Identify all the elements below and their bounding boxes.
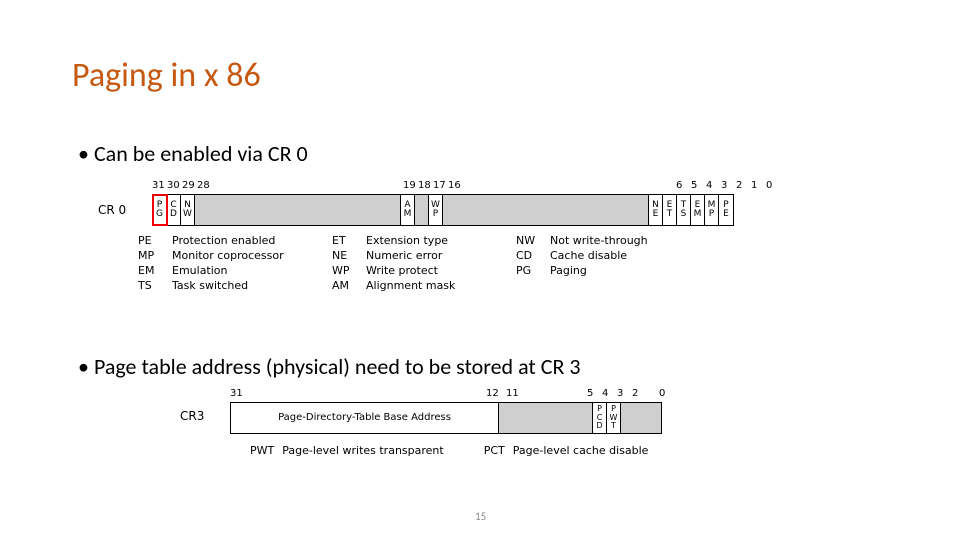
bit-number: 12 (486, 388, 499, 399)
cr0-bit-cell: PG (153, 195, 167, 225)
bit-number: 19 (403, 180, 416, 191)
legend-item: PG (516, 264, 550, 279)
legend-item: Paging (550, 264, 690, 279)
bit-number: 4 (602, 388, 608, 399)
bit-number: 6 (676, 180, 682, 191)
bit-number: 1 (751, 180, 757, 191)
bit-number: 5 (691, 180, 697, 191)
legend-item: Monitor coprocessor (172, 249, 322, 264)
bullet-cr3: Page table address (physical) need to be… (78, 353, 581, 380)
page-number: 15 (475, 510, 486, 523)
bit-number: 28 (197, 180, 210, 191)
cr0-bit-cell: TS (677, 195, 691, 225)
legend-item: PE (138, 234, 172, 249)
legend-item: NW (516, 234, 550, 249)
bit-number: 11 (506, 388, 519, 399)
cr3-pwt-desc: Page-level writes transparent (282, 444, 443, 457)
bit-number: 2 (632, 388, 638, 399)
legend-item: AM (332, 279, 366, 294)
cr3-pct-desc: Page-level cache disable (513, 444, 649, 457)
cr0-bit-cell (195, 195, 401, 225)
cr0-bit-cell: WP (429, 195, 443, 225)
cr3-label: CR3 (180, 409, 204, 423)
legend-item: Not write-through (550, 234, 690, 249)
bit-number: 17 (433, 180, 446, 191)
legend-item: Cache disable (550, 249, 690, 264)
bit-number: 2 (736, 180, 742, 191)
cr0-legend: PEMPEMTS Protection enabledMonitor copro… (138, 234, 690, 294)
cr3-bit-cell: PCD (593, 403, 607, 433)
legend-item: CD (516, 249, 550, 264)
legend-item: Extension type (366, 234, 506, 249)
cr3-register-bar: Page-Directory-Table Base Address PCDPWT (230, 402, 662, 434)
cr0-bit-cell (443, 195, 649, 225)
bit-number: 16 (448, 180, 461, 191)
cr3-bit-numbers: 0 2345 11 12 31 (180, 388, 740, 400)
cr0-bit-numbers: 0123456 16171819 28293031 (98, 180, 818, 192)
bit-number: 4 (706, 180, 712, 191)
legend-item: Task switched (172, 279, 322, 294)
bit-number: 0 (659, 388, 665, 399)
cr0-bit-cell (415, 195, 429, 225)
legend-item: MP (138, 249, 172, 264)
cr0-bit-cell: EM (691, 195, 705, 225)
legend-item: ET (332, 234, 366, 249)
cr3-bit-cell (621, 403, 661, 433)
bit-number: 18 (418, 180, 431, 191)
cr3-bit-cell: Page-Directory-Table Base Address (231, 403, 499, 433)
bit-number: 3 (617, 388, 623, 399)
cr3-pwt-abbr: PWT (250, 444, 274, 457)
cr0-register-bar: PGCDNW AM WP NEETTSEMMPPE (152, 194, 734, 226)
bit-number: 0 (766, 180, 772, 191)
cr3-bit-cell: PWT (607, 403, 621, 433)
legend-item: Numeric error (366, 249, 506, 264)
bit-number: 5 (587, 388, 593, 399)
cr0-bit-cell: ET (663, 195, 677, 225)
bit-number: 31 (152, 180, 165, 191)
cr0-bit-cell: PE (719, 195, 733, 225)
legend-item: NE (332, 249, 366, 264)
cr3-bit-cell (499, 403, 593, 433)
legend-item: Protection enabled (172, 234, 322, 249)
bit-number: 30 (167, 180, 180, 191)
legend-item: Write protect (366, 264, 506, 279)
cr0-bit-cell: MP (705, 195, 719, 225)
cr0-bit-cell: CD (167, 195, 181, 225)
legend-item: Emulation (172, 264, 322, 279)
bit-number: 3 (721, 180, 727, 191)
cr0-bit-cell: NE (649, 195, 663, 225)
cr0-bit-cell: NW (181, 195, 195, 225)
cr3-legend: PWT Page-level writes transparent PCT Page… (250, 444, 648, 457)
cr0-bit-cell: AM (401, 195, 415, 225)
bit-number: 29 (182, 180, 195, 191)
legend-item: TS (138, 279, 172, 294)
slide-title: Paging in x 86 (72, 55, 261, 96)
cr0-label: CR 0 (98, 203, 126, 217)
legend-item: Alignment mask (366, 279, 506, 294)
legend-item: WP (332, 264, 366, 279)
bit-number: 31 (230, 388, 243, 399)
bullet-cr0: Can be enabled via CR 0 (78, 140, 308, 167)
legend-item: EM (138, 264, 172, 279)
cr3-pct-abbr: PCT (484, 444, 505, 457)
